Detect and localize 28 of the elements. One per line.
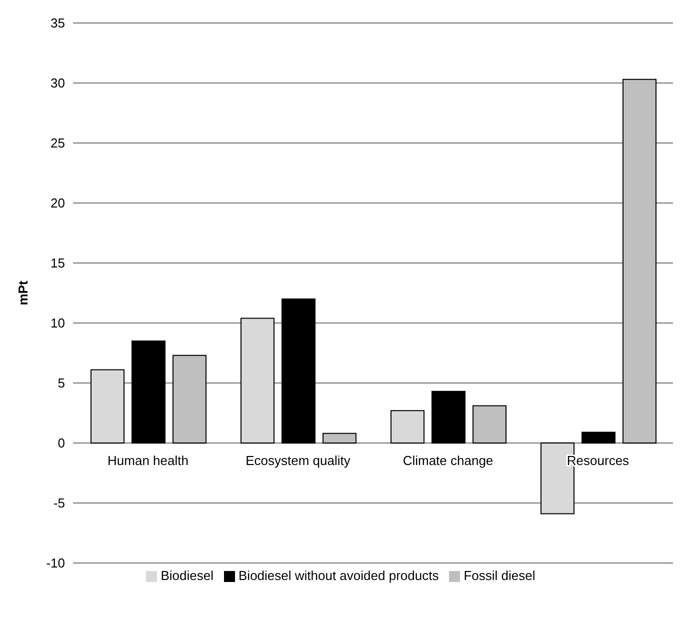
legend-label: Fossil diesel: [464, 568, 536, 583]
y-tick-label: 25: [50, 136, 65, 151]
x-tick-label: Climate change: [402, 453, 494, 468]
bar: [90, 369, 124, 444]
bar: [322, 432, 356, 444]
bar: [172, 354, 206, 444]
legend-label: Biodiesel: [160, 568, 214, 583]
y-tick-label: -5: [53, 496, 65, 511]
bar: [432, 390, 466, 444]
y-axis-title: mPt: [16, 280, 31, 306]
bar: [582, 432, 616, 444]
bar: [390, 410, 424, 444]
bar: [132, 340, 166, 444]
bar: [240, 318, 274, 444]
y-tick-label: -10: [46, 556, 65, 571]
y-tick-label: 20: [50, 196, 65, 211]
y-tick-label: 30: [50, 76, 65, 91]
y-tick-label: 0: [58, 436, 65, 451]
bar: [622, 78, 656, 444]
y-tick-label: 35: [50, 16, 65, 31]
y-tick-label: 5: [58, 376, 65, 391]
x-tick-label: Ecosystem quality: [246, 453, 351, 468]
legend-label: Biodiesel without avoided products: [238, 568, 439, 583]
y-tick-label: 10: [50, 316, 65, 331]
x-tick-label: Human health: [108, 453, 188, 468]
bar: [472, 405, 506, 444]
y-tick-label: 15: [50, 256, 65, 271]
bar: [282, 298, 316, 444]
